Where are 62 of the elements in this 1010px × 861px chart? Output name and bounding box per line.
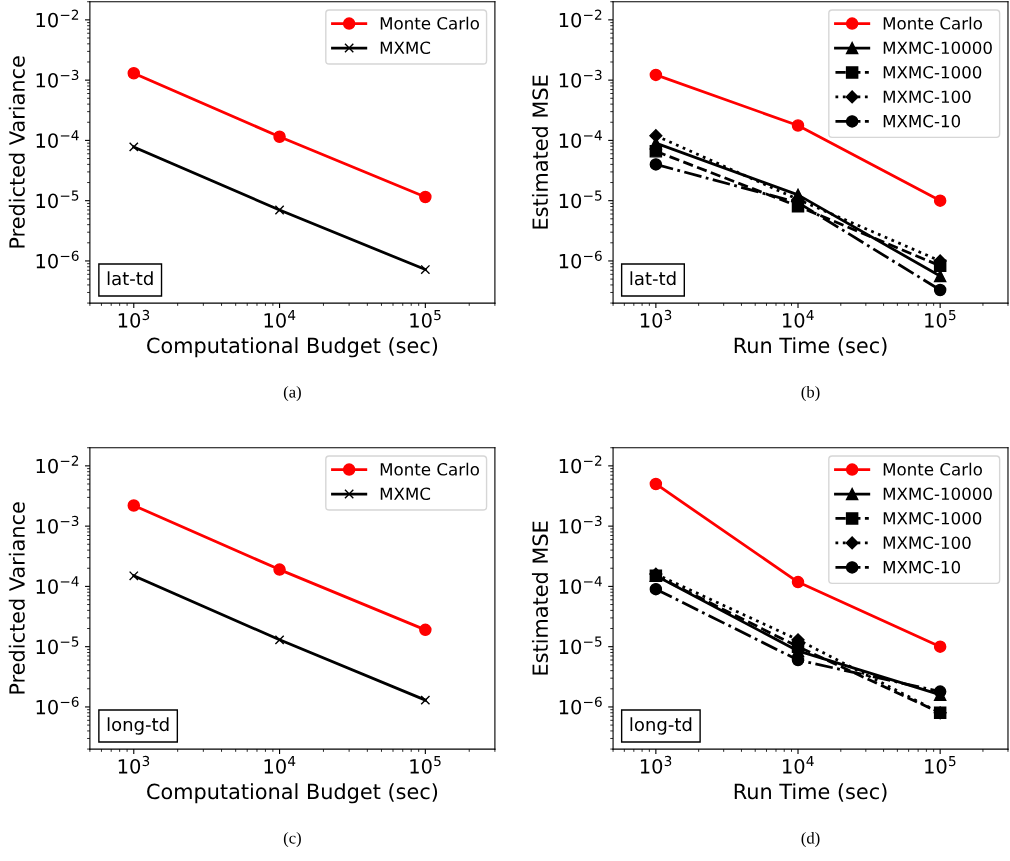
y-tick-label: 10$^{−2}$ bbox=[559, 455, 602, 474]
x-tick-label: 10$^{4}$ bbox=[783, 310, 814, 328]
legend-label: MXMC-100 bbox=[883, 536, 971, 550]
text: (c) bbox=[283, 831, 301, 848]
annotation: long-td bbox=[630, 717, 692, 735]
x-axis-title: Run Time (sec) bbox=[734, 783, 887, 802]
y-tick-label: 10$^{−4}$ bbox=[36, 130, 79, 148]
x-tick-label: 10$^{5}$ bbox=[925, 310, 956, 328]
legend-label: MXMC-1000 bbox=[883, 65, 982, 79]
legend-label: MXMC-10 bbox=[883, 114, 961, 128]
y-tick-label: 10$^{−3}$ bbox=[559, 69, 602, 88]
y-axis-title: Predicted Variance bbox=[8, 502, 25, 694]
x-tick-label: 10$^{3}$ bbox=[640, 309, 672, 328]
legend-label: MXMC-10 bbox=[883, 560, 961, 574]
y-tick-label: 10$^{−5}$ bbox=[559, 636, 602, 655]
y-tick-label: 10$^{−4}$ bbox=[36, 576, 79, 594]
y-tick-label: 10$^{−5}$ bbox=[36, 190, 79, 209]
annotation: lat-td bbox=[630, 271, 676, 286]
y-axis-title: Estimated MSE bbox=[531, 521, 549, 675]
legend-label: Monte Carlo bbox=[380, 16, 479, 30]
y-tick-label: 10$^{−6}$ bbox=[36, 250, 79, 269]
legend-label: MXMC bbox=[380, 487, 431, 501]
y-tick-label: 10$^{−5}$ bbox=[36, 636, 79, 655]
y-tick-label: 10$^{−3}$ bbox=[36, 515, 79, 534]
text: (b) bbox=[801, 385, 820, 402]
x-axis-title: Computational Budget (sec) bbox=[147, 783, 438, 804]
y-tick-label: 10$^{−4}$ bbox=[559, 130, 602, 148]
text: (d) bbox=[801, 831, 820, 848]
y-tick-label: 10$^{−6}$ bbox=[36, 696, 79, 715]
legend-label: MXMC-10000 bbox=[883, 487, 992, 501]
y-tick-label: 10$^{−3}$ bbox=[36, 69, 79, 88]
x-tick-label: 10$^{5}$ bbox=[410, 756, 441, 774]
x-axis-title: Computational Budget (sec) bbox=[147, 337, 438, 358]
x-tick-label: 10$^{3}$ bbox=[118, 755, 150, 774]
annotation: lat-td bbox=[107, 271, 153, 286]
y-tick-label: 10$^{−2}$ bbox=[36, 455, 79, 474]
annotation: long-td bbox=[107, 717, 169, 735]
legend-label: Monte Carlo bbox=[883, 462, 982, 476]
x-tick-label: 10$^{4}$ bbox=[783, 756, 814, 774]
legend-label: Monte Carlo bbox=[380, 462, 479, 476]
legend-label: Monte Carlo bbox=[883, 16, 982, 30]
legend-label: MXMC-1000 bbox=[883, 511, 982, 525]
text: (a) bbox=[283, 385, 301, 402]
x-tick-label: 10$^{5}$ bbox=[410, 310, 441, 328]
legend-label: MXMC-100 bbox=[883, 90, 971, 104]
x-tick-label: 10$^{4}$ bbox=[264, 756, 296, 774]
x-tick-label: 10$^{3}$ bbox=[640, 755, 672, 774]
x-axis-title: Run Time (sec) bbox=[734, 337, 887, 356]
y-axis-title: Estimated MSE bbox=[531, 75, 549, 229]
y-tick-label: 10$^{−5}$ bbox=[559, 190, 602, 209]
x-tick-label: 10$^{4}$ bbox=[264, 310, 296, 328]
y-tick-label: 10$^{−3}$ bbox=[559, 515, 602, 534]
x-tick-label: 10$^{3}$ bbox=[118, 309, 150, 328]
y-axis-title: Predicted Variance bbox=[8, 56, 25, 248]
y-tick-label: 10$^{−6}$ bbox=[559, 250, 602, 269]
y-tick-label: 10$^{−6}$ bbox=[559, 696, 602, 715]
y-tick-label: 10$^{−2}$ bbox=[36, 9, 79, 28]
legend-label: MXMC bbox=[380, 41, 431, 55]
legend-label: MXMC-10000 bbox=[883, 41, 992, 55]
y-tick-label: 10$^{−2}$ bbox=[559, 9, 602, 28]
x-tick-label: 10$^{5}$ bbox=[925, 756, 956, 774]
y-tick-label: 10$^{−4}$ bbox=[559, 576, 602, 594]
